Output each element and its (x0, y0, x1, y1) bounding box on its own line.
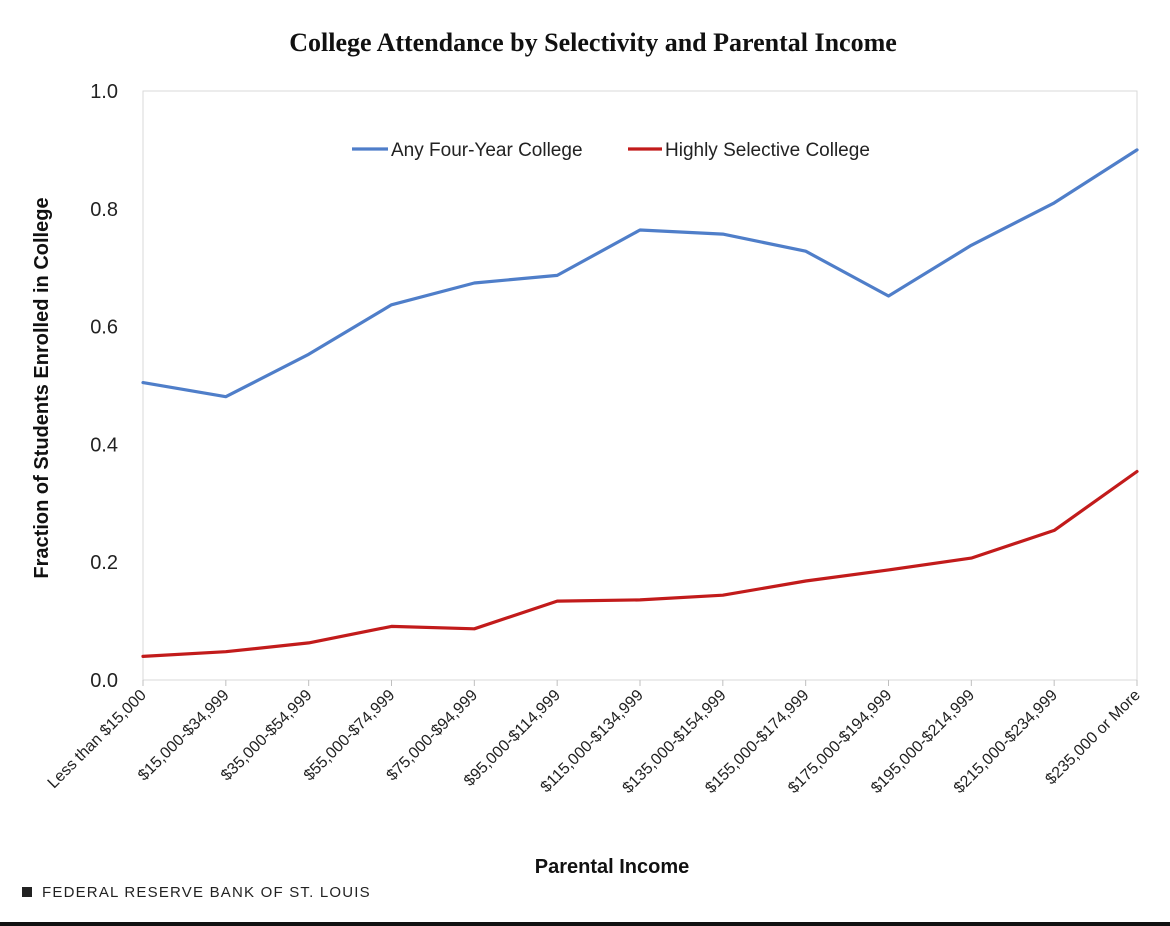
legend: Any Four-Year College Highly Selective Co… (352, 140, 870, 161)
plot-area-frame (142, 90, 1138, 681)
y-axis-ticks: 0.0 0.2 0.4 0.6 0.8 1.0 (90, 81, 118, 692)
y-tick-label: 0.0 (90, 670, 118, 692)
footer-square-icon (22, 887, 32, 897)
x-axis-label: Parental Income (535, 856, 690, 878)
x-tick-label: $75,000-$94,999 (384, 687, 482, 785)
x-tick-label: $55,000-$74,999 (301, 687, 399, 785)
legend-label: Any Four-Year College (391, 140, 583, 161)
y-tick-label: 1.0 (90, 81, 118, 103)
legend-label: Highly Selective College (665, 140, 870, 161)
x-tick-label: Less than $15,000 (45, 687, 150, 792)
x-tick-label: $35,000-$54,999 (218, 687, 316, 785)
x-axis-ticks: Less than $15,000$15,000-$34,999$35,000-… (45, 680, 1144, 797)
y-tick-label: 0.6 (90, 317, 118, 339)
x-tick-label: $15,000-$34,999 (135, 687, 233, 785)
y-axis-label: Fraction of Students Enrolled in College (31, 197, 53, 578)
series-line-highly-selective (141, 469, 1139, 659)
y-tick-label: 0.2 (90, 552, 118, 574)
source-footer: FEDERAL RESERVE BANK OF ST. LOUIS (22, 884, 371, 901)
footer-source-text: FEDERAL RESERVE BANK OF ST. LOUIS (42, 884, 371, 901)
bottom-rule (0, 922, 1170, 926)
y-tick-label: 0.4 (90, 434, 118, 456)
series-lines (141, 148, 1139, 659)
y-tick-label: 0.8 (90, 199, 118, 221)
chart-title: College Attendance by Selectivity and Pa… (289, 28, 897, 57)
series-line-any-four-year (141, 148, 1139, 399)
